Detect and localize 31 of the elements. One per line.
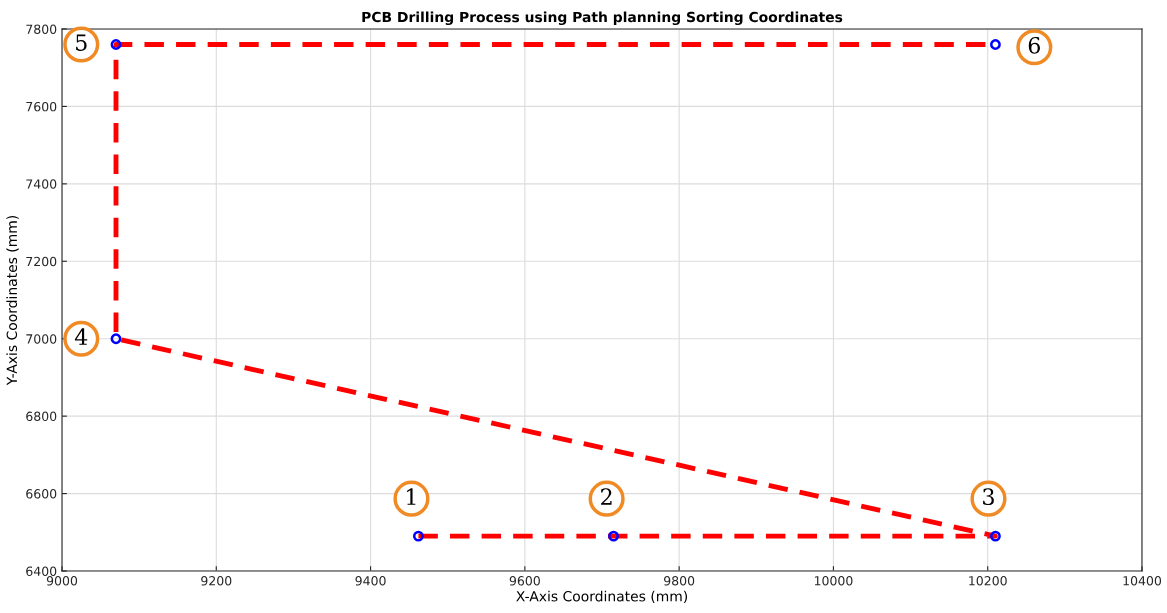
x-tick-label: 9200 [201, 576, 232, 586]
annotation: 5 [76, 34, 87, 51]
x-tick-label: 10000 [814, 576, 853, 586]
point [608, 530, 619, 542]
point [110, 333, 122, 345]
x-tick-label: 10400 [1123, 576, 1162, 586]
x-tick-label: 9400 [355, 576, 386, 586]
y-tick-label: 7400 [26, 179, 57, 189]
point [412, 530, 424, 542]
y-tick-label: 7800 [26, 24, 57, 34]
point [990, 530, 1001, 542]
annotation: 4 [74, 328, 88, 345]
y-tick-label: 6400 [26, 566, 57, 576]
x-axis-title: X-Axis Coordinates (mm) [516, 590, 688, 604]
point [990, 39, 1001, 50]
annotation: 2 [601, 488, 612, 505]
x-tick-label: 10200 [969, 576, 1007, 586]
chart-title: PCB Drilling Process using Path planning Sorting Coordinates [362, 11, 843, 26]
y-tick-label: 7200 [26, 256, 57, 267]
x-tick-label: 9600 [509, 576, 540, 586]
x-tick-label: 9000 [46, 576, 78, 586]
annotation: 6 [1028, 36, 1040, 54]
x-tick-label: 9800 [664, 576, 695, 586]
y-tick-label: 7600 [26, 101, 57, 112]
y-axis-title: Y-Axis Coordinates (mm) [6, 215, 19, 386]
y-tick-label: 7000 [26, 334, 57, 344]
y-tick-label: 6800 [26, 411, 57, 422]
annotation: 3 [983, 488, 994, 506]
annotation: 1 [407, 488, 416, 505]
point [110, 39, 122, 50]
y-tick-label: 6600 [26, 489, 57, 499]
